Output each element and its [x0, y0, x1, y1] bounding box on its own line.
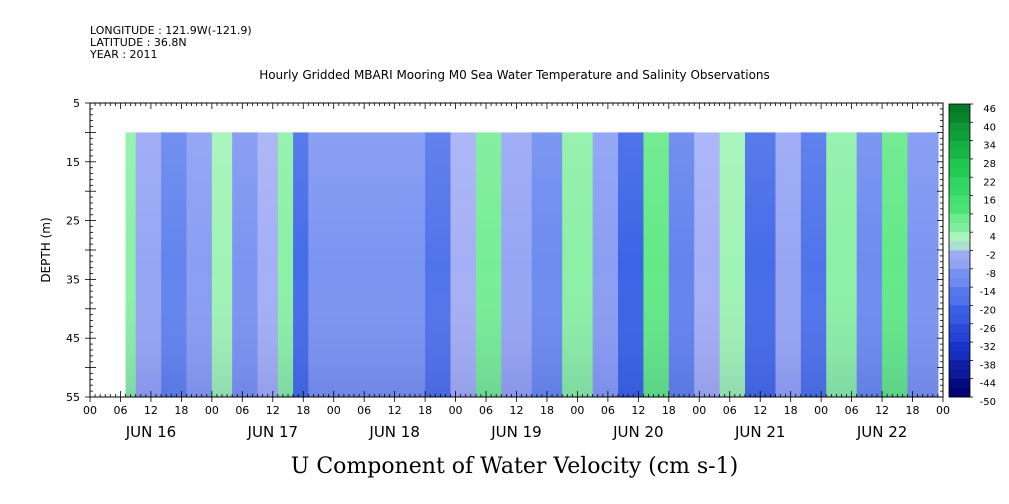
- x-tick-label: 00: [814, 404, 828, 417]
- colorbar-label: 10: [983, 214, 996, 225]
- colorbar-subsegment: [949, 131, 970, 142]
- y-tick-label: 45: [66, 332, 80, 345]
- colorbar-label: -8: [986, 269, 996, 280]
- colorbar-subsegment: [949, 296, 970, 306]
- x-day-label: JUN 16: [125, 423, 176, 441]
- longitude-label: LONGITUDE : 121.9W(-121.9): [90, 24, 252, 37]
- colorbar-subsegment: [949, 223, 970, 233]
- colorbar-subsegment: [949, 168, 970, 178]
- colorbar-label: -20: [980, 305, 996, 316]
- x-tick-label: 18: [784, 404, 798, 417]
- x-tick-label: 12: [144, 404, 158, 417]
- colorbar-subsegment: [949, 113, 970, 123]
- y-tick-label: 15: [66, 156, 80, 169]
- x-tick-label: 00: [205, 404, 219, 417]
- colorbar-subsegment: [949, 314, 970, 325]
- colorbar-subsegment: [949, 369, 970, 380]
- colorbar-subsegment: [949, 332, 970, 343]
- x-tick-label: 18: [540, 404, 554, 417]
- x-tick-label: 00: [449, 404, 463, 417]
- colorbar-label: 46: [983, 104, 996, 115]
- colorbar-label: -14: [980, 287, 996, 298]
- x-tick-label: 18: [296, 404, 310, 417]
- x-tick-label: 06: [113, 404, 127, 417]
- y-tick-label: 55: [66, 391, 80, 404]
- colorbar-subsegment: [949, 387, 970, 398]
- x-tick-label: 06: [235, 404, 249, 417]
- colorbar-label: -50: [980, 397, 996, 408]
- x-tick-label: 12: [753, 404, 767, 417]
- x-tick-label: 18: [174, 404, 188, 417]
- x-day-label: JUN 22: [856, 423, 907, 441]
- colorbar-label: -26: [980, 324, 996, 335]
- y-tick-label: 25: [66, 215, 80, 228]
- colorbar-label: 34: [983, 141, 996, 152]
- x-day-label: JUN 19: [490, 423, 541, 441]
- colorbar-label: -32: [980, 342, 996, 353]
- y-tick-label: 35: [66, 273, 80, 286]
- colorbar-subsegment: [949, 259, 970, 270]
- chart-title: Hourly Gridded MBARI Mooring M0 Sea Wate…: [259, 68, 770, 82]
- colorbar-subsegment: [949, 186, 970, 196]
- x-tick-label: 12: [510, 404, 524, 417]
- colorbar-label: -38: [980, 360, 996, 371]
- x-axis-title: U Component of Water Velocity (cm s-1): [290, 454, 739, 479]
- x-tick-label: 00: [83, 404, 97, 417]
- x-tick-label: 00: [936, 404, 950, 417]
- x-tick-label: 12: [631, 404, 645, 417]
- colorbar-label: 28: [983, 159, 996, 170]
- x-day-label: JUN 18: [368, 423, 419, 441]
- x-tick-label: 18: [906, 404, 920, 417]
- x-tick-label: 18: [662, 404, 676, 417]
- colorbar-label: -44: [980, 379, 996, 390]
- colorbar-label: 4: [990, 232, 996, 243]
- colorbar-subsegment: [949, 241, 970, 251]
- x-day-label: JUN 20: [612, 423, 663, 441]
- x-tick-label: 06: [357, 404, 371, 417]
- y-axis-title: DEPTH (m): [39, 217, 53, 282]
- x-tick-label: 00: [570, 404, 584, 417]
- x-tick-label: 06: [723, 404, 737, 417]
- colorbar-label: 22: [983, 177, 996, 188]
- y-tick-label: 5: [73, 97, 80, 110]
- x-tick-label: 12: [266, 404, 280, 417]
- colorbar-subsegment: [949, 149, 970, 160]
- x-tick-label: 06: [601, 404, 615, 417]
- x-day-label: JUN 21: [734, 423, 785, 441]
- x-tick-label: 12: [388, 404, 402, 417]
- x-tick-label: 12: [875, 404, 889, 417]
- colorbar-subsegment: [949, 351, 970, 361]
- colorbar-subsegment: [949, 277, 970, 288]
- x-tick-label: 00: [692, 404, 706, 417]
- x-tick-label: 00: [327, 404, 341, 417]
- depth-shading: [125, 132, 938, 397]
- x-day-label: JUN 17: [247, 423, 298, 441]
- latitude-label: LATITUDE : 36.8N: [90, 36, 187, 49]
- colorbar-label: -2: [986, 251, 996, 262]
- colorbar-label: 16: [983, 196, 996, 207]
- x-tick-label: 06: [479, 404, 493, 417]
- year-label: YEAR : 2011: [90, 48, 158, 61]
- colorbar-subsegment: [949, 204, 970, 215]
- colorbar-label: 40: [983, 122, 996, 133]
- x-tick-label: 18: [418, 404, 432, 417]
- x-tick-label: 06: [845, 404, 859, 417]
